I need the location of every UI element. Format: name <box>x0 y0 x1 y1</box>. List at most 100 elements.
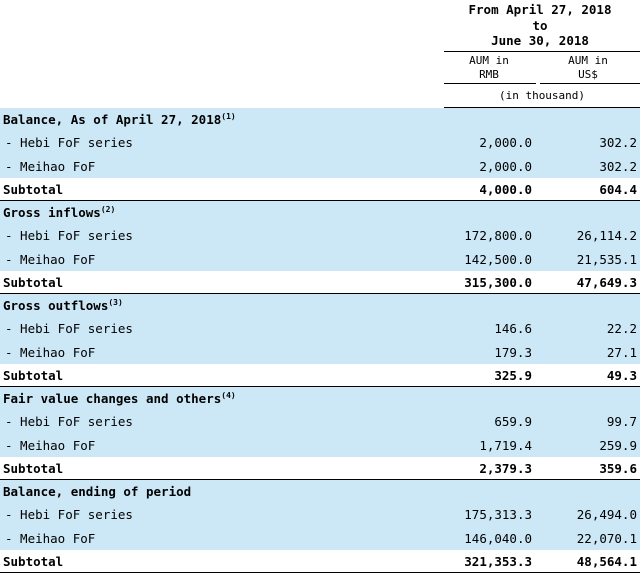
divider <box>444 51 640 52</box>
row-label: Subtotal <box>3 182 63 197</box>
table-row: - Hebi FoF series 175,313.3 26,494.0 <box>0 503 640 527</box>
divider <box>444 83 536 84</box>
row-label-text: - Meihao FoF <box>5 158 96 174</box>
section-header-row: Balance, ending of period <box>0 480 640 504</box>
rmb-value: 2,379.3 <box>479 460 532 476</box>
section-header-row: Gross inflows(2) <box>0 201 640 225</box>
row-label: Gross inflows(2) <box>3 205 115 220</box>
table-row: - Meihao FoF 2,000.0 302.2 <box>0 154 640 178</box>
rmb-value: 142,500.0 <box>464 251 532 267</box>
row-label-text: - Hebi FoF series <box>5 414 133 430</box>
section-header-row: Balance, As of April 27, 2018(1) <box>0 108 640 132</box>
unit-label: (in thousand) <box>498 89 586 102</box>
section-header-row: Fair value changes and others(4) <box>0 387 640 411</box>
row-label-text: - Meihao FoF <box>5 344 96 360</box>
row-label-text: Subtotal <box>3 367 64 383</box>
rmb-value: 179.3 <box>494 344 532 360</box>
divider <box>0 479 640 480</box>
row-label: Subtotal <box>3 275 63 290</box>
row-label: Fair value changes and others(4) <box>3 391 236 406</box>
rmb-value: 4,000.0 <box>479 181 532 197</box>
column-headers: AUM in RMB AUM in US$ <box>0 52 640 84</box>
usd-value: 259.9 <box>599 437 637 453</box>
row-label-text: Gross outflows <box>3 298 109 313</box>
rmb-column-header: AUM in RMB <box>444 54 534 82</box>
usd-value: 47,649.3 <box>576 274 637 290</box>
rmb-value: 315,300.0 <box>464 274 532 290</box>
divider <box>0 293 640 294</box>
footnote-marker: (3) <box>108 298 123 307</box>
row-label-text: - Hebi FoF series <box>5 321 133 337</box>
subtotal-row: Subtotal 4,000.0 604.4 <box>0 178 640 201</box>
row-label: - Hebi FoF series <box>5 321 133 336</box>
rmb-value: 172,800.0 <box>464 228 532 244</box>
table-row: - Hebi FoF series 2,000.0 302.2 <box>0 131 640 155</box>
usd-value: 48,564.1 <box>576 553 637 569</box>
usd-value: 26,494.0 <box>576 507 637 523</box>
row-label: - Meihao FoF <box>5 345 95 360</box>
row-label: - Meihao FoF <box>5 438 95 453</box>
subtotal-row: Subtotal 325.9 49.3 <box>0 364 640 387</box>
usd-value: 604.4 <box>599 181 637 197</box>
table-row: - Hebi FoF series 659.9 99.7 <box>0 410 640 434</box>
row-label: Balance, ending of period <box>3 484 191 499</box>
divider <box>0 572 640 573</box>
usd-value: 22,070.1 <box>576 530 637 546</box>
rmb-value: 325.9 <box>494 367 532 383</box>
usd-value: 302.2 <box>599 135 637 151</box>
rmb-header-line-1: AUM in <box>469 54 509 67</box>
row-label-text: Subtotal <box>3 274 64 290</box>
row-label-text: - Meihao FoF <box>5 437 96 453</box>
row-label: - Hebi FoF series <box>5 507 133 522</box>
usd-value: 26,114.2 <box>576 228 637 244</box>
row-label: Subtotal <box>3 368 63 383</box>
footnote-marker: (1) <box>221 112 236 121</box>
row-label-text: Subtotal <box>3 460 64 476</box>
rmb-value: 2,000.0 <box>479 135 532 151</box>
row-label-text: Balance, ending of period <box>3 484 192 499</box>
rmb-value: 175,313.3 <box>464 507 532 523</box>
row-label: Gross outflows(3) <box>3 298 123 313</box>
subtotal-row: Subtotal 2,379.3 359.6 <box>0 457 640 480</box>
footnote-marker: (4) <box>221 391 236 400</box>
row-label: - Hebi FoF series <box>5 228 133 243</box>
rmb-value: 146,040.0 <box>464 530 532 546</box>
usd-column-header: AUM in US$ <box>540 54 636 82</box>
table-body: Balance, As of April 27, 2018(1) - Hebi F… <box>0 108 640 573</box>
row-label: Balance, As of April 27, 2018(1) <box>3 112 236 127</box>
row-label-text: - Meihao FoF <box>5 530 96 546</box>
usd-value: 302.2 <box>599 158 637 174</box>
row-label-text: Fair value changes and others <box>3 391 222 406</box>
row-label-text: - Meihao FoF <box>5 251 96 267</box>
usd-value: 27.1 <box>606 344 637 360</box>
period-line-3: June 30, 2018 <box>491 33 589 48</box>
subtotal-row: Subtotal 321,353.3 48,564.1 <box>0 550 640 573</box>
rmb-value: 146.6 <box>494 321 532 337</box>
usd-header-line-2: US$ <box>578 68 598 81</box>
section-header-row: Gross outflows(3) <box>0 294 640 318</box>
usd-value: 22.2 <box>606 321 637 337</box>
row-label-text: Subtotal <box>3 553 64 569</box>
period-label: From April 27, 2018 to June 30, 2018 <box>444 2 636 49</box>
usd-header-line-1: AUM in <box>568 54 608 67</box>
table-row: - Meihao FoF 146,040.0 22,070.1 <box>0 526 640 550</box>
rmb-value: 2,000.0 <box>479 158 532 174</box>
usd-value: 49.3 <box>606 367 637 383</box>
rmb-value: 321,353.3 <box>464 553 532 569</box>
divider <box>0 386 640 387</box>
subtotal-row: Subtotal 315,300.0 47,649.3 <box>0 271 640 294</box>
row-label: Subtotal <box>3 461 63 476</box>
usd-value: 359.6 <box>599 460 637 476</box>
usd-value: 99.7 <box>606 414 637 430</box>
table-row: - Meihao FoF 142,500.0 21,535.1 <box>0 247 640 271</box>
row-label: - Meihao FoF <box>5 159 95 174</box>
footnote-marker: (2) <box>100 205 116 214</box>
rmb-header-line-2: RMB <box>479 68 499 81</box>
row-label: - Meihao FoF <box>5 252 95 267</box>
row-label: - Meihao FoF <box>5 531 95 546</box>
row-label-text: - Hebi FoF series <box>5 507 133 523</box>
period-header: From April 27, 2018 to June 30, 2018 <box>0 0 640 52</box>
period-line-2: to <box>532 17 548 33</box>
row-label: - Hebi FoF series <box>5 135 133 150</box>
